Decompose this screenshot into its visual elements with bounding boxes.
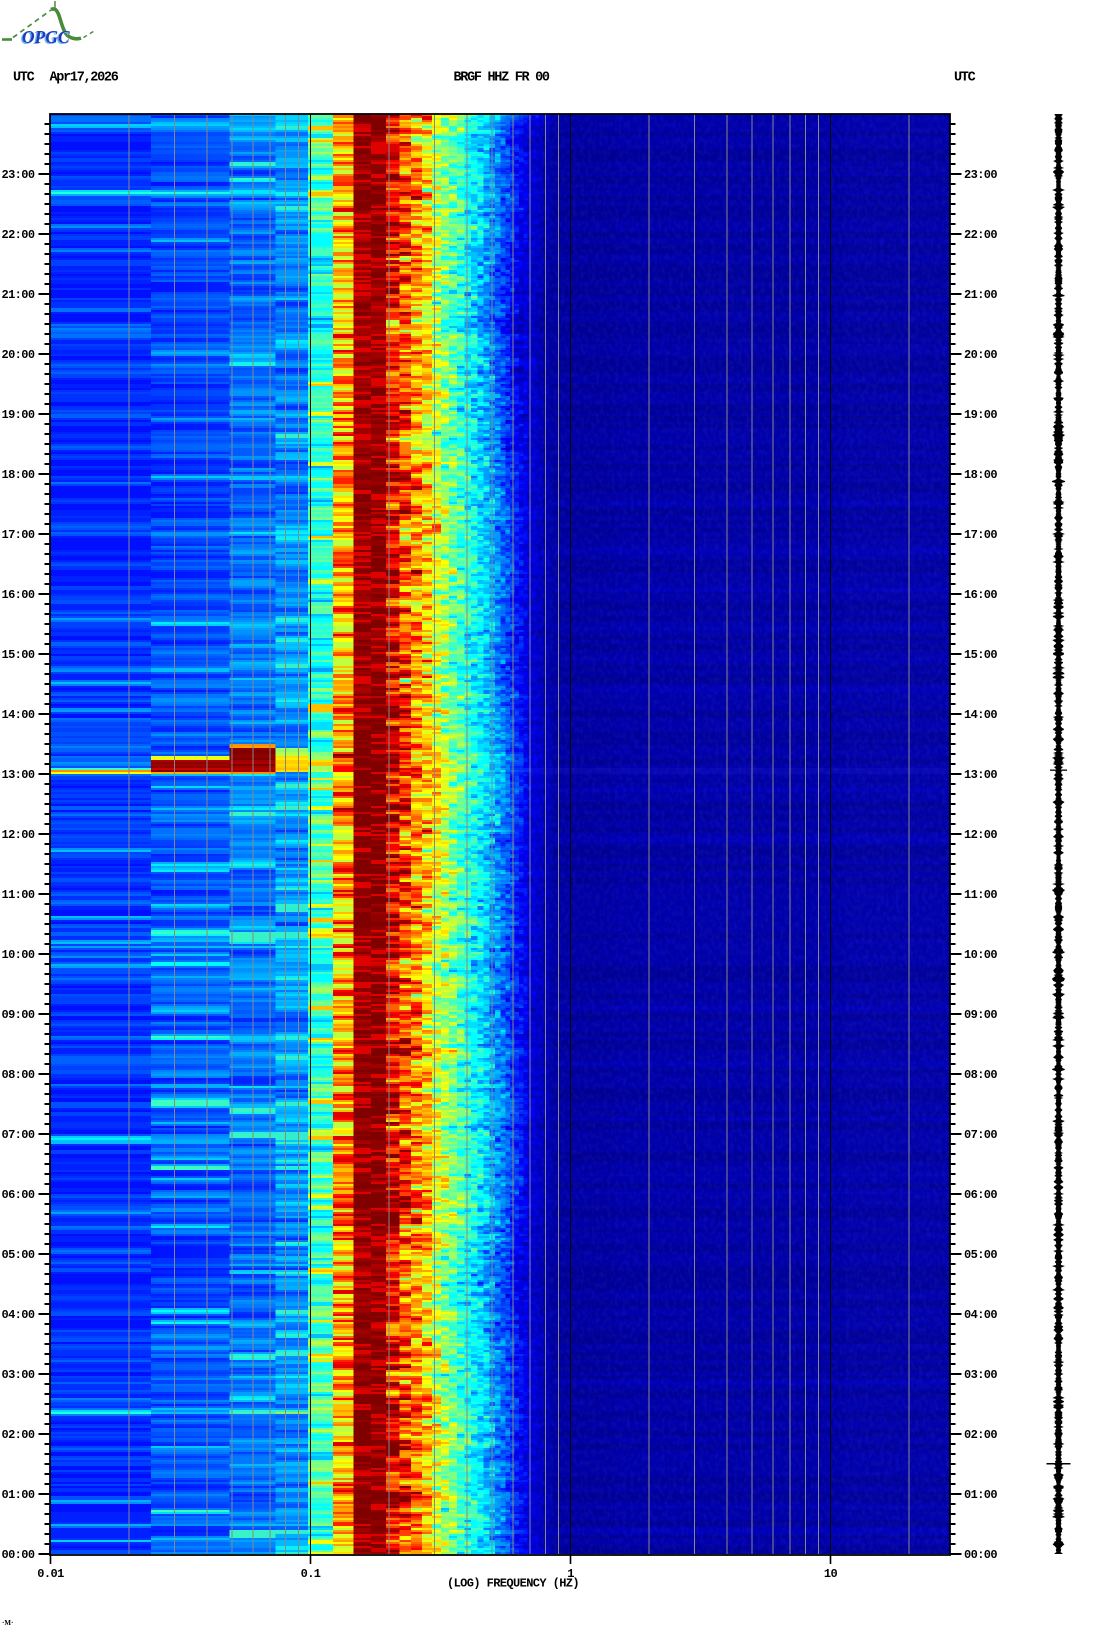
svg-text:16:00: 16:00 xyxy=(1,588,34,602)
svg-text:10:00: 10:00 xyxy=(1,948,34,962)
svg-text:22:00: 22:00 xyxy=(1,228,34,242)
svg-text:0.1: 0.1 xyxy=(301,1567,321,1581)
svg-text:01:00: 01:00 xyxy=(964,1488,997,1502)
svg-text:12:00: 12:00 xyxy=(964,828,997,842)
svg-text:22:00: 22:00 xyxy=(964,228,997,242)
svg-text:03:00: 03:00 xyxy=(1,1368,34,1382)
svg-text:08:00: 08:00 xyxy=(964,1068,997,1082)
svg-text:15:00: 15:00 xyxy=(964,648,997,662)
svg-text:00:00: 00:00 xyxy=(1,1548,34,1562)
svg-text:05:00: 05:00 xyxy=(1,1248,34,1262)
svg-text:02:00: 02:00 xyxy=(1,1428,34,1442)
svg-text:17:00: 17:00 xyxy=(1,528,34,542)
svg-text:21:00: 21:00 xyxy=(964,288,997,302)
svg-text:11:00: 11:00 xyxy=(964,888,997,902)
svg-text:04:00: 04:00 xyxy=(964,1308,997,1322)
svg-text:11:00: 11:00 xyxy=(1,888,34,902)
svg-text:10:00: 10:00 xyxy=(964,948,997,962)
svg-text:02:00: 02:00 xyxy=(964,1428,997,1442)
svg-text:07:00: 07:00 xyxy=(1,1128,34,1142)
svg-text:UTC: UTC xyxy=(954,71,976,86)
svg-text:OPGC: OPGC xyxy=(21,28,69,48)
svg-text:07:00: 07:00 xyxy=(964,1128,997,1142)
svg-text:03:00: 03:00 xyxy=(964,1368,997,1382)
svg-text:Apr17,2026: Apr17,2026 xyxy=(50,71,119,86)
svg-text:05:00: 05:00 xyxy=(964,1248,997,1262)
svg-text:19:00: 19:00 xyxy=(1,408,34,422)
svg-text:0.01: 0.01 xyxy=(37,1567,64,1581)
svg-text:1: 1 xyxy=(567,1567,574,1581)
svg-text:13:00: 13:00 xyxy=(964,768,997,782)
svg-text:23:00: 23:00 xyxy=(1,168,34,182)
svg-text:19:00: 19:00 xyxy=(964,408,997,422)
svg-text:01:00: 01:00 xyxy=(1,1488,34,1502)
svg-text:(LOG) FREQUENCY (HZ): (LOG) FREQUENCY (HZ) xyxy=(447,1577,579,1591)
svg-text:UTC: UTC xyxy=(13,71,35,86)
svg-text:06:00: 06:00 xyxy=(1,1188,34,1202)
svg-text:06:00: 06:00 xyxy=(964,1188,997,1202)
svg-text:14:00: 14:00 xyxy=(964,708,997,722)
svg-text:09:00: 09:00 xyxy=(1,1008,34,1022)
svg-text:17:00: 17:00 xyxy=(964,528,997,542)
svg-text:13:00: 13:00 xyxy=(1,768,34,782)
svg-text:·M·: ·M· xyxy=(2,1619,13,1627)
svg-text:20:00: 20:00 xyxy=(964,348,997,362)
svg-text:21:00: 21:00 xyxy=(1,288,34,302)
svg-text:20:00: 20:00 xyxy=(1,348,34,362)
svg-text:OPGC: OPGC xyxy=(22,27,70,47)
svg-text:BRGF HHZ FR 00: BRGF HHZ FR 00 xyxy=(454,71,550,86)
svg-text:04:00: 04:00 xyxy=(1,1308,34,1322)
svg-text:00:00: 00:00 xyxy=(964,1548,997,1562)
svg-text:23:00: 23:00 xyxy=(964,168,997,182)
svg-text:18:00: 18:00 xyxy=(964,468,997,482)
svg-text:16:00: 16:00 xyxy=(964,588,997,602)
svg-text:14:00: 14:00 xyxy=(1,708,34,722)
svg-text:08:00: 08:00 xyxy=(1,1068,34,1082)
svg-text:15:00: 15:00 xyxy=(1,648,34,662)
svg-text:18:00: 18:00 xyxy=(1,468,34,482)
svg-text:12:00: 12:00 xyxy=(1,828,34,842)
svg-text:10: 10 xyxy=(824,1567,838,1581)
svg-text:09:00: 09:00 xyxy=(964,1008,997,1022)
